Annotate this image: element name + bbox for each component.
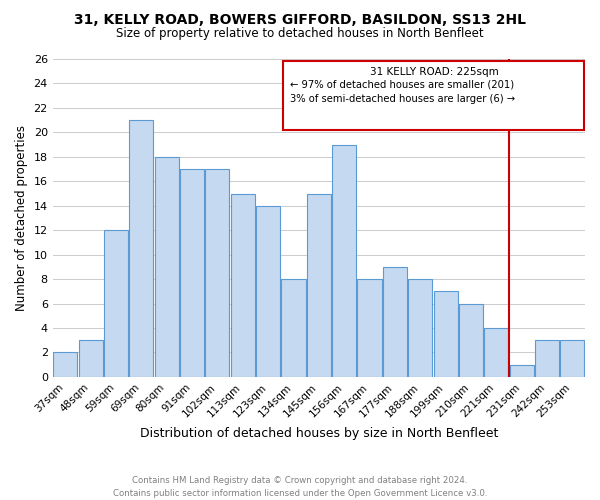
X-axis label: Distribution of detached houses by size in North Benfleet: Distribution of detached houses by size … [140, 427, 498, 440]
Bar [383, 267, 407, 377]
Bar [104, 230, 128, 377]
Bar [484, 328, 508, 377]
Bar [408, 279, 432, 377]
Text: 31 KELLY ROAD: 225sqm: 31 KELLY ROAD: 225sqm [370, 67, 498, 77]
Bar [434, 292, 458, 377]
Text: Contains HM Land Registry data © Crown copyright and database right 2024.
Contai: Contains HM Land Registry data © Crown c… [113, 476, 487, 498]
Bar [332, 144, 356, 377]
Y-axis label: Number of detached properties: Number of detached properties [15, 125, 28, 311]
Bar [358, 279, 382, 377]
Bar [79, 340, 103, 377]
Bar [231, 194, 255, 377]
Text: 3% of semi-detached houses are larger (6) →: 3% of semi-detached houses are larger (6… [290, 94, 515, 104]
Bar [180, 169, 204, 377]
Bar [535, 340, 559, 377]
Bar [205, 169, 229, 377]
Bar [509, 364, 533, 377]
Bar [256, 206, 280, 377]
Bar [130, 120, 154, 377]
Bar [459, 304, 483, 377]
Bar [283, 62, 584, 130]
Bar [307, 194, 331, 377]
Bar [560, 340, 584, 377]
Bar [53, 352, 77, 377]
Text: Size of property relative to detached houses in North Benfleet: Size of property relative to detached ho… [116, 28, 484, 40]
Bar [155, 157, 179, 377]
Bar [281, 279, 305, 377]
Text: ← 97% of detached houses are smaller (201): ← 97% of detached houses are smaller (20… [290, 80, 514, 90]
Text: 31, KELLY ROAD, BOWERS GIFFORD, BASILDON, SS13 2HL: 31, KELLY ROAD, BOWERS GIFFORD, BASILDON… [74, 12, 526, 26]
